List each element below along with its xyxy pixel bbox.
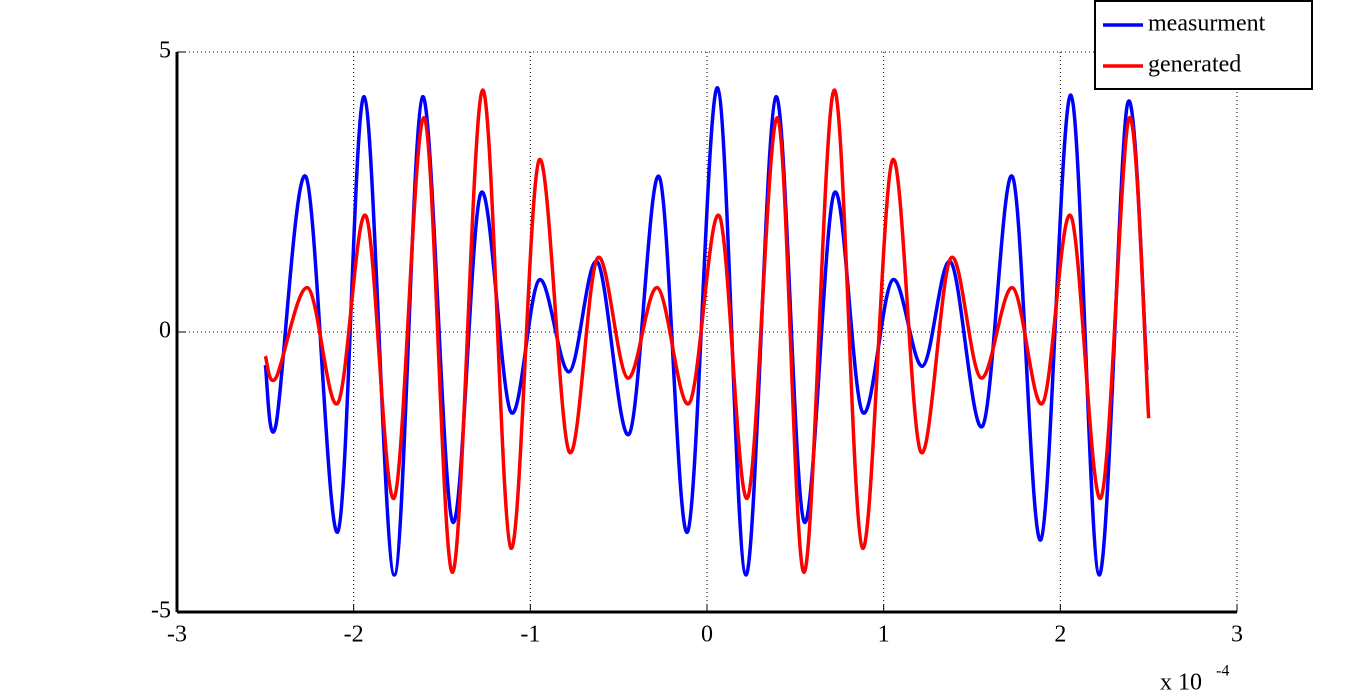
legend-label: generated [1148,52,1241,78]
x-exponent: -4 [1216,663,1229,680]
legend-box [1094,0,1313,90]
x-tick-label: 3 [1231,622,1243,648]
x-tick-label: -1 [520,622,540,648]
x-tick-label: -2 [344,622,364,648]
x-tick-label: -3 [167,622,187,648]
y-tick-label: 5 [159,38,171,64]
x-tick-label: 2 [1054,622,1066,648]
legend-label: measurment [1148,11,1266,37]
y-tick-label: -5 [151,598,171,624]
y-tick-label: 0 [159,318,171,344]
x-multiplier: x 10 [1160,670,1202,692]
line-series [263,86,1149,577]
line-series [263,88,1151,575]
x-tick-label: 0 [701,622,713,648]
x-tick-label: 1 [878,622,890,648]
